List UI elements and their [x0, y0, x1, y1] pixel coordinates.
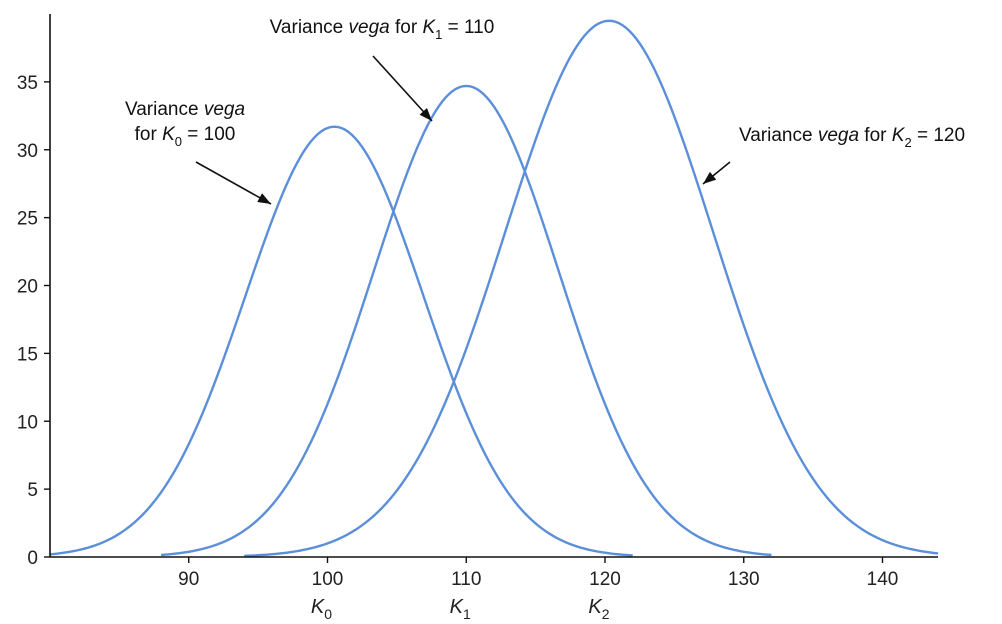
annotation-arrowhead — [257, 193, 271, 204]
vega-curve-2 — [244, 19, 939, 558]
axes-layer — [49, 14, 938, 558]
annotation-text: Variance vega for K2 = 120 — [739, 125, 965, 150]
strike-label-k1: K1 — [450, 596, 471, 622]
x-tick-label: 140 — [867, 569, 899, 590]
y-tick-label: 0 — [27, 548, 38, 569]
strike-label-k0: K0 — [311, 596, 332, 622]
x-tick-label: 110 — [451, 569, 481, 590]
strike-labels: K0 K1 K2 — [311, 596, 610, 622]
y-tick-label: 20 — [17, 277, 38, 298]
annotation-arrow — [372, 55, 433, 122]
annotation-text: Variance vega — [125, 99, 245, 120]
annotation-arrowhead — [419, 108, 432, 121]
annotation-text: for K0 = 100 — [135, 124, 236, 149]
y-tick-label: 15 — [17, 344, 38, 365]
x-ticks: 90 100 110 120 130 140 — [178, 557, 898, 590]
curves-layer — [49, 19, 939, 558]
y-tick-label: 10 — [17, 412, 38, 433]
strike-label-k2: K2 — [588, 596, 609, 622]
y-ticks: 0 5 10 15 20 25 30 35 — [17, 73, 50, 569]
y-tick-label: 35 — [17, 73, 38, 94]
y-tick-label: 30 — [17, 141, 38, 162]
vega-curve-0 — [49, 125, 633, 557]
annotation-1: Variance vega for K1 = 110 — [270, 17, 495, 122]
annotation-arrowhead — [703, 171, 717, 184]
annotation-arrow — [195, 161, 272, 205]
vega-curve-1 — [160, 84, 772, 557]
x-tick-label: 120 — [589, 569, 621, 590]
y-tick-label: 25 — [17, 209, 38, 230]
y-tick-label: 5 — [27, 480, 38, 501]
x-tick-label: 100 — [312, 569, 344, 590]
annotation-text: Variance vega for K1 = 110 — [270, 17, 495, 42]
annotation-0: Variance vega for K0 = 100 — [125, 99, 272, 205]
annotation-2: Variance vega for K2 = 120 — [702, 125, 965, 185]
x-tick-label: 90 — [178, 569, 199, 590]
x-tick-label: 130 — [728, 569, 760, 590]
